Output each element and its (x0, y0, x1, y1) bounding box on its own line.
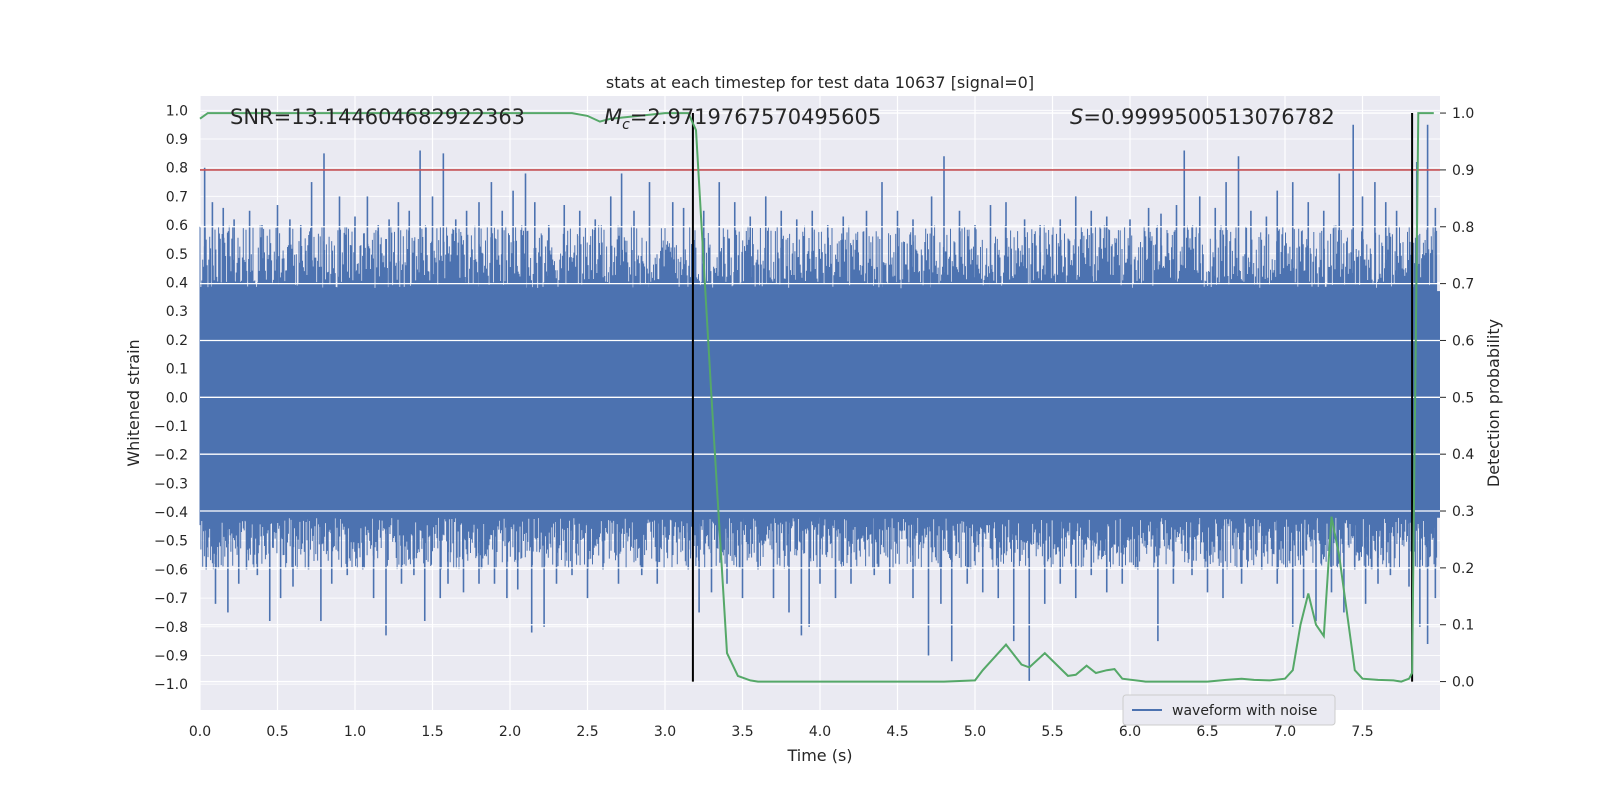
y-tick-label-left: −0.3 (154, 476, 188, 492)
y-tick-label-left: −0.1 (154, 419, 188, 435)
x-axis-label: Time (s) (786, 746, 852, 765)
y-tick-label-right: 1.0 (1452, 106, 1474, 122)
x-tick-label: 3.0 (654, 724, 676, 740)
snr-annotation: SNR=13.144604682922363 (230, 105, 525, 129)
x-tick-label: 0.5 (266, 724, 288, 740)
detection-probability-line (199, 112, 1434, 683)
chart-title: stats at each timestep for test data 106… (606, 73, 1034, 92)
y-tick-label-left: −0.4 (154, 505, 188, 521)
y-tick-label-left: 0.4 (166, 275, 188, 291)
y-axis-right-label: Detection probability (1484, 319, 1503, 487)
y-tick-label-left: −0.9 (154, 648, 188, 664)
y-tick-label-left: 0.2 (166, 333, 188, 349)
x-tick-label: 3.5 (731, 724, 753, 740)
y-tick-label-right: 0.4 (1452, 447, 1474, 463)
y-tick-label-right: 0.2 (1452, 561, 1474, 577)
x-tick-label: 2.5 (576, 724, 598, 740)
y-tick-label-left: −0.6 (154, 562, 188, 578)
score-annotation: S=0.9999500513076782 (1070, 105, 1335, 129)
y-tick-label-left: 1.0 (166, 103, 188, 119)
x-tick-label: 2.0 (499, 724, 521, 740)
chirp-mass-value: =2.9719767570495605 (630, 105, 881, 129)
y-tick-label-right: 0.1 (1452, 618, 1474, 634)
score-symbol: S (1070, 105, 1083, 129)
y-tick-label-right: 0.5 (1452, 390, 1474, 406)
y-tick-label-left: 0.8 (166, 161, 188, 177)
ticks: 0.0 0.5 1.0 1.5 2.0 2.5 3.0 3.5 4.0 4.5 5.0 5.5 6.0 6… (154, 103, 1474, 740)
y-tick-label-left: 0.0 (166, 390, 188, 406)
y-tick-label-left: −0.5 (154, 534, 188, 550)
x-tick-label: 4.5 (886, 724, 908, 740)
x-tick-label: 1.0 (344, 724, 366, 740)
y-tick-label-right: 0.0 (1452, 675, 1474, 691)
x-tick-label: 5.5 (1041, 724, 1063, 740)
overlays (200, 112, 1440, 683)
chirp-mass-annotation: Mc=2.9719767570495605 (604, 105, 881, 133)
y-tick-label-right: 0.7 (1452, 277, 1474, 293)
y-tick-label-left: 0.7 (166, 189, 188, 205)
legend: waveform with noise (1122, 694, 1336, 726)
legend-label: waveform with noise (1172, 703, 1317, 719)
y-tick-label-left: 0.6 (166, 218, 188, 234)
x-tick-label: 4.0 (809, 724, 831, 740)
x-tick-label: 7.0 (1274, 724, 1296, 740)
x-tick-label: 5.0 (964, 724, 986, 740)
y-tick-label-left: 0.9 (166, 132, 188, 148)
x-tick-label: 6.0 (1119, 724, 1141, 740)
y-tick-label-left: 0.5 (166, 247, 188, 263)
x-tick-label: 1.5 (421, 724, 443, 740)
y-tick-label-left: 0.1 (166, 362, 188, 378)
y-tick-label-right: 0.9 (1452, 163, 1474, 179)
y-tick-label-left: −1.0 (154, 677, 188, 693)
chirp-mass-symbol: M (604, 105, 622, 129)
y-tick-label-left: −0.2 (154, 448, 188, 464)
x-tick-label: 0.0 (189, 724, 211, 740)
y-axis-left-label: Whitened strain (124, 339, 143, 466)
waveform-series (199, 124, 1440, 682)
detection-probability-series (199, 112, 1434, 683)
y-tick-label-right: 0.6 (1452, 333, 1474, 349)
legend-box (1122, 694, 1336, 726)
y-tick-label-left: −0.8 (154, 620, 188, 636)
y-tick-label-right: 0.8 (1452, 220, 1474, 236)
x-tick-label: 6.5 (1196, 724, 1218, 740)
x-tick-label: 7.5 (1351, 724, 1373, 740)
chirp-mass-subscript: c (622, 117, 630, 133)
score-value: =0.9999500513076782 (1083, 105, 1334, 129)
y-tick-label-left: 0.3 (166, 304, 188, 320)
y-tick-label-right: 0.3 (1452, 504, 1474, 520)
y-tick-label-left: −0.7 (154, 591, 188, 607)
waveform-noise (199, 225, 1438, 570)
